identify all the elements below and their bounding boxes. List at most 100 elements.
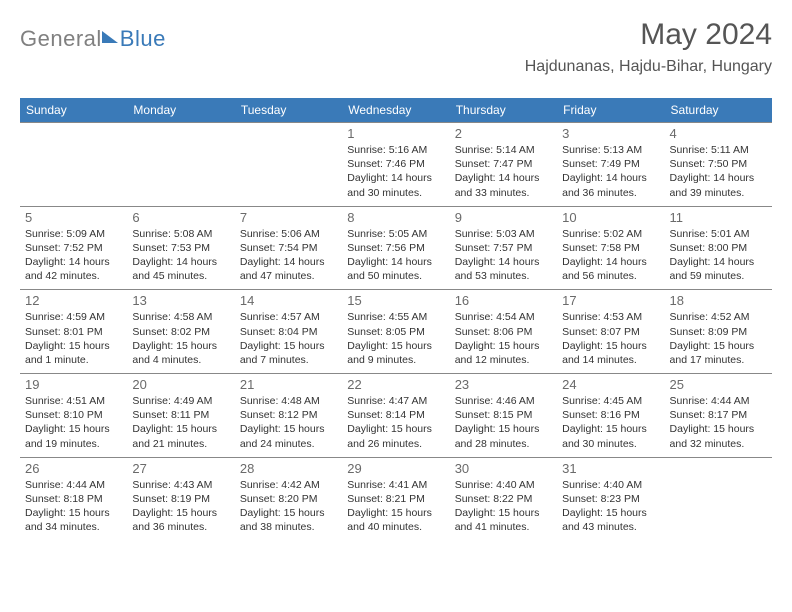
calendar-cell: 14Sunrise: 4:57 AMSunset: 8:04 PMDayligh… (235, 290, 342, 374)
day-number: 13 (132, 293, 229, 308)
sunset-text: Sunset: 8:07 PM (562, 325, 659, 339)
sunrise-text: Sunrise: 4:48 AM (240, 394, 337, 408)
weekday-header: Thursday (450, 98, 557, 123)
sunset-text: Sunset: 8:09 PM (670, 325, 767, 339)
daylight-text: Daylight: 14 hours (240, 255, 337, 269)
day-number: 30 (455, 461, 552, 476)
sunset-text: Sunset: 7:49 PM (562, 157, 659, 171)
daylight-text: Daylight: 14 hours (562, 255, 659, 269)
calendar-cell: 28Sunrise: 4:42 AMSunset: 8:20 PMDayligh… (235, 457, 342, 540)
daylight-text: Daylight: 14 hours (25, 255, 122, 269)
sunset-text: Sunset: 8:06 PM (455, 325, 552, 339)
sunset-text: Sunset: 7:56 PM (347, 241, 444, 255)
day-number: 28 (240, 461, 337, 476)
daylight-text: and 43 minutes. (562, 520, 659, 534)
calendar-cell: 5Sunrise: 5:09 AMSunset: 7:52 PMDaylight… (20, 206, 127, 290)
sunset-text: Sunset: 7:50 PM (670, 157, 767, 171)
daylight-text: and 4 minutes. (132, 353, 229, 367)
sunrise-text: Sunrise: 4:54 AM (455, 310, 552, 324)
sunrise-text: Sunrise: 5:16 AM (347, 143, 444, 157)
daylight-text: and 50 minutes. (347, 269, 444, 283)
day-number: 4 (670, 126, 767, 141)
daylight-text: and 47 minutes. (240, 269, 337, 283)
day-number: 16 (455, 293, 552, 308)
calendar-week-row: 19Sunrise: 4:51 AMSunset: 8:10 PMDayligh… (20, 374, 772, 458)
daylight-text: and 33 minutes. (455, 186, 552, 200)
sunrise-text: Sunrise: 4:41 AM (347, 478, 444, 492)
daylight-text: and 26 minutes. (347, 437, 444, 451)
weekday-header: Wednesday (342, 98, 449, 123)
daylight-text: and 19 minutes. (25, 437, 122, 451)
daylight-text: Daylight: 15 hours (240, 339, 337, 353)
sunset-text: Sunset: 8:02 PM (132, 325, 229, 339)
sunrise-text: Sunrise: 5:09 AM (25, 227, 122, 241)
sunset-text: Sunset: 7:52 PM (25, 241, 122, 255)
sunset-text: Sunset: 8:23 PM (562, 492, 659, 506)
sunrise-text: Sunrise: 5:03 AM (455, 227, 552, 241)
sunset-text: Sunset: 7:53 PM (132, 241, 229, 255)
sunset-text: Sunset: 8:11 PM (132, 408, 229, 422)
day-number: 2 (455, 126, 552, 141)
daylight-text: and 39 minutes. (670, 186, 767, 200)
day-number: 26 (25, 461, 122, 476)
sunset-text: Sunset: 8:01 PM (25, 325, 122, 339)
day-number: 25 (670, 377, 767, 392)
sunset-text: Sunset: 8:17 PM (670, 408, 767, 422)
sunrise-text: Sunrise: 5:05 AM (347, 227, 444, 241)
sunset-text: Sunset: 7:57 PM (455, 241, 552, 255)
calendar-week-row: 12Sunrise: 4:59 AMSunset: 8:01 PMDayligh… (20, 290, 772, 374)
calendar-cell: 27Sunrise: 4:43 AMSunset: 8:19 PMDayligh… (127, 457, 234, 540)
weekday-row: Sunday Monday Tuesday Wednesday Thursday… (20, 98, 772, 123)
daylight-text: Daylight: 15 hours (670, 339, 767, 353)
calendar-cell: 13Sunrise: 4:58 AMSunset: 8:02 PMDayligh… (127, 290, 234, 374)
daylight-text: and 1 minute. (25, 353, 122, 367)
day-number: 12 (25, 293, 122, 308)
calendar-cell: 9Sunrise: 5:03 AMSunset: 7:57 PMDaylight… (450, 206, 557, 290)
sunrise-text: Sunrise: 4:45 AM (562, 394, 659, 408)
calendar-cell: 12Sunrise: 4:59 AMSunset: 8:01 PMDayligh… (20, 290, 127, 374)
month-title: May 2024 (525, 18, 772, 52)
calendar-cell: 20Sunrise: 4:49 AMSunset: 8:11 PMDayligh… (127, 374, 234, 458)
day-number: 14 (240, 293, 337, 308)
daylight-text: and 30 minutes. (347, 186, 444, 200)
day-number: 27 (132, 461, 229, 476)
sunset-text: Sunset: 7:54 PM (240, 241, 337, 255)
daylight-text: and 7 minutes. (240, 353, 337, 367)
sunset-text: Sunset: 8:14 PM (347, 408, 444, 422)
location-text: Hajdunanas, Hajdu-Bihar, Hungary (525, 58, 772, 76)
daylight-text: and 36 minutes. (132, 520, 229, 534)
calendar-cell: 25Sunrise: 4:44 AMSunset: 8:17 PMDayligh… (665, 374, 772, 458)
daylight-text: Daylight: 15 hours (132, 506, 229, 520)
daylight-text: and 40 minutes. (347, 520, 444, 534)
daylight-text: Daylight: 15 hours (455, 339, 552, 353)
daylight-text: and 24 minutes. (240, 437, 337, 451)
calendar-cell (127, 123, 234, 207)
day-number: 9 (455, 210, 552, 225)
calendar-cell: 11Sunrise: 5:01 AMSunset: 8:00 PMDayligh… (665, 206, 772, 290)
calendar-cell: 18Sunrise: 4:52 AMSunset: 8:09 PMDayligh… (665, 290, 772, 374)
calendar-cell: 22Sunrise: 4:47 AMSunset: 8:14 PMDayligh… (342, 374, 449, 458)
sunrise-text: Sunrise: 5:11 AM (670, 143, 767, 157)
sunrise-text: Sunrise: 4:47 AM (347, 394, 444, 408)
sunrise-text: Sunrise: 4:49 AM (132, 394, 229, 408)
daylight-text: and 28 minutes. (455, 437, 552, 451)
day-number: 1 (347, 126, 444, 141)
sunrise-text: Sunrise: 4:42 AM (240, 478, 337, 492)
daylight-text: Daylight: 15 hours (240, 506, 337, 520)
brand-logo: General Blue (20, 26, 166, 52)
sunset-text: Sunset: 8:18 PM (25, 492, 122, 506)
sunrise-text: Sunrise: 4:44 AM (670, 394, 767, 408)
daylight-text: Daylight: 15 hours (562, 339, 659, 353)
calendar-cell: 8Sunrise: 5:05 AMSunset: 7:56 PMDaylight… (342, 206, 449, 290)
calendar-cell: 3Sunrise: 5:13 AMSunset: 7:49 PMDaylight… (557, 123, 664, 207)
daylight-text: and 59 minutes. (670, 269, 767, 283)
calendar-cell: 31Sunrise: 4:40 AMSunset: 8:23 PMDayligh… (557, 457, 664, 540)
calendar-cell (235, 123, 342, 207)
sunset-text: Sunset: 8:05 PM (347, 325, 444, 339)
calendar-cell: 16 Sunrise: 4:54 AMSunset: 8:06 PMDayligh… (450, 290, 557, 374)
calendar-body: 1Sunrise: 5:16 AMSunset: 7:46 PMDaylight… (20, 123, 772, 541)
daylight-text: and 56 minutes. (562, 269, 659, 283)
daylight-text: Daylight: 15 hours (347, 339, 444, 353)
calendar-cell: 29Sunrise: 4:41 AMSunset: 8:21 PMDayligh… (342, 457, 449, 540)
sunrise-text: Sunrise: 5:13 AM (562, 143, 659, 157)
